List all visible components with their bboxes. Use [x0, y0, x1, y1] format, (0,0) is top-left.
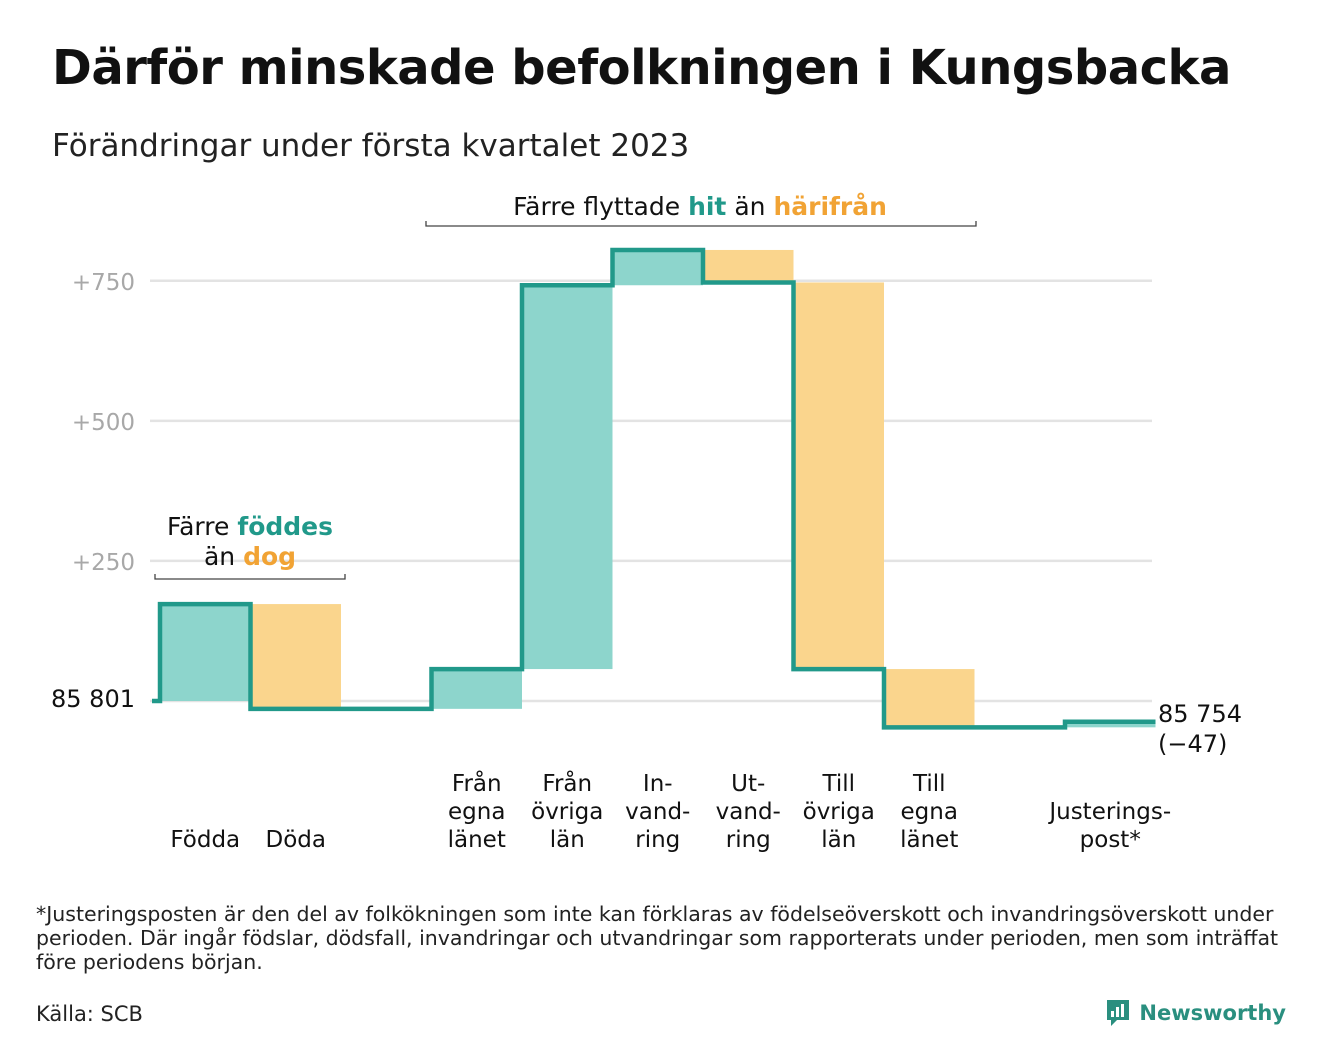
bar-till-egna-länet	[884, 669, 975, 728]
category-label: ring	[635, 827, 680, 853]
annotation-birth-bracket	[154, 574, 346, 580]
bars	[160, 249, 1156, 728]
category-label: Från	[542, 769, 592, 797]
annotation-text: dog	[243, 542, 296, 571]
category-label: länet	[900, 827, 958, 853]
y-tick-label: +750	[72, 270, 135, 296]
annotation-text: hit	[688, 192, 726, 221]
bar-från-övriga-län	[522, 285, 613, 670]
category-label: egna	[448, 799, 505, 825]
annotation-birth-line1: Färre föddes	[167, 512, 333, 541]
annotation-text: härifrån	[773, 192, 886, 221]
category-label: övriga	[531, 799, 603, 825]
y-axis-ticks: +250 +500 +750	[72, 270, 135, 576]
category-labels: Födda DödaFrånegnalänetFrånövrigalänIn-va…	[170, 769, 1171, 853]
bar-från-egna-länet	[431, 669, 522, 709]
annotation-move-bracket	[425, 221, 977, 227]
bar-till-övriga-län	[793, 282, 884, 670]
annotation-text: än	[726, 192, 773, 221]
annotation-move: Färre flyttade hit än härifrån	[513, 192, 887, 221]
annotation-text: Färre flyttade	[513, 192, 688, 221]
end-labels: 85 801 85 754(−47)	[51, 685, 1242, 758]
bar-justerings-post-	[1065, 721, 1156, 728]
category-label: post*	[1080, 827, 1141, 853]
category-label: Ut-	[731, 771, 765, 797]
category-label: Justerings-	[1047, 799, 1171, 825]
chart-subtitle: Förändringar under första kvartalet 2023	[52, 128, 690, 164]
bar-döda	[250, 604, 341, 709]
category-label: In-	[643, 771, 673, 797]
annotation-text: Färre	[167, 512, 237, 541]
start-value-label: 85 801	[51, 685, 135, 713]
category-label: vand-	[716, 799, 781, 825]
bar-ut-vandring	[703, 249, 794, 283]
category-label: län	[550, 827, 585, 853]
category-label: Till	[821, 771, 855, 797]
y-tick-label: +250	[72, 550, 135, 576]
category-label: ring	[726, 827, 771, 853]
annotation-text: föddes	[237, 512, 333, 541]
category-label: vand-	[625, 799, 690, 825]
brand-name: Newsworthy	[1139, 1001, 1286, 1025]
annotation-text: än	[204, 542, 243, 571]
footnote: *Justeringsposten är den del av folkökni…	[36, 902, 1279, 974]
chart-title: Därför minskade befolkningen i Kungsback…	[52, 40, 1231, 96]
cumulative-step-line	[152, 247, 1156, 730]
brand-logo: Newsworthy	[1105, 998, 1286, 1028]
end-value-label: 85 754	[1158, 700, 1242, 728]
category-label: egna	[901, 799, 958, 825]
category-label: Födda	[170, 827, 240, 853]
category-label: Från	[452, 769, 502, 797]
category-label: övriga	[803, 799, 875, 825]
bar-chart-bubble-icon	[1107, 1000, 1130, 1026]
waterfall-chart: +250+500+750 Födda DödaFrånegnalänetFrånö…	[51, 192, 1242, 853]
source-note: Källa: SCB	[36, 1002, 143, 1026]
annotation-birth-line2: än dog	[204, 542, 296, 571]
end-change-label: (−47)	[1158, 730, 1227, 758]
category-label: Till	[912, 771, 946, 797]
category-label: län	[821, 827, 856, 853]
category-label: Döda	[266, 827, 326, 853]
bar-födda	[160, 604, 251, 701]
category-label: länet	[448, 827, 506, 853]
bar-in-vandring	[612, 249, 703, 286]
y-tick-label: +500	[72, 410, 135, 436]
